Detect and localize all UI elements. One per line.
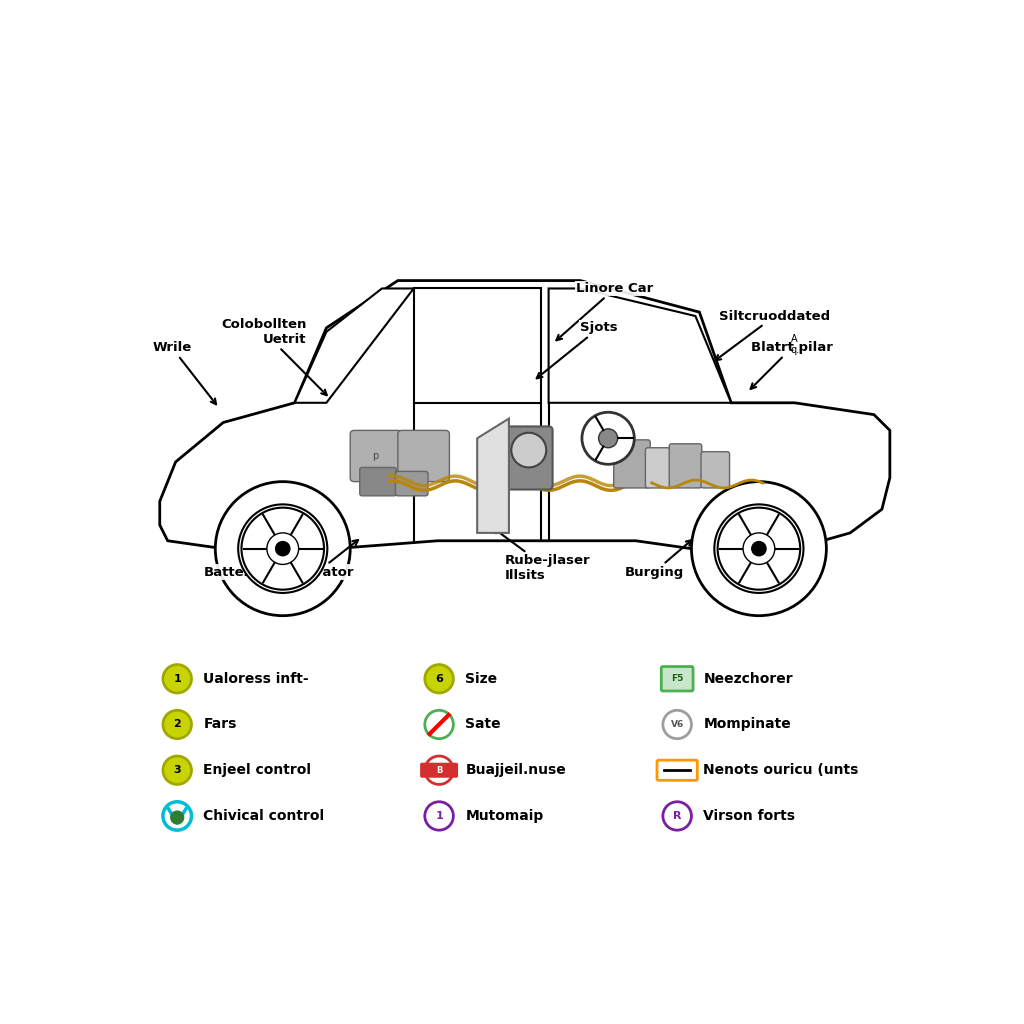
Text: Blatrt pilar: Blatrt pilar <box>751 341 833 389</box>
Circle shape <box>691 481 826 615</box>
Circle shape <box>163 665 191 693</box>
Text: Siltcruoddated: Siltcruoddated <box>716 309 830 360</box>
FancyBboxPatch shape <box>645 447 670 488</box>
Circle shape <box>425 802 454 830</box>
Text: F5: F5 <box>671 674 683 683</box>
Text: Burging: Burging <box>625 540 691 579</box>
Text: Linore Car: Linore Car <box>556 282 653 340</box>
Text: Wrile: Wrile <box>153 341 216 404</box>
Text: 6: 6 <box>435 674 443 684</box>
Circle shape <box>582 413 634 464</box>
FancyBboxPatch shape <box>657 760 697 780</box>
Circle shape <box>267 532 299 564</box>
Text: Virson forts: Virson forts <box>703 809 796 823</box>
Circle shape <box>242 508 324 590</box>
Circle shape <box>718 508 800 590</box>
Text: Mompinate: Mompinate <box>703 718 792 731</box>
FancyBboxPatch shape <box>613 440 650 488</box>
Circle shape <box>215 481 350 615</box>
Circle shape <box>163 802 191 830</box>
Text: Neezchorer: Neezchorer <box>703 672 793 686</box>
Text: Fars: Fars <box>204 718 237 731</box>
Text: Chivical control: Chivical control <box>204 809 325 823</box>
Circle shape <box>163 711 191 738</box>
Text: Mutomaip: Mutomaip <box>465 809 544 823</box>
FancyBboxPatch shape <box>395 471 428 496</box>
Text: Nenots ouricu (unts: Nenots ouricu (unts <box>703 763 859 777</box>
FancyBboxPatch shape <box>701 452 729 488</box>
Text: Batter: Batter <box>204 540 274 579</box>
Text: 1: 1 <box>173 674 181 684</box>
Text: 1: 1 <box>435 811 443 821</box>
Circle shape <box>599 429 617 447</box>
Circle shape <box>425 756 454 784</box>
Text: Rube-jlaser
Illsits: Rube-jlaser Illsits <box>494 528 591 583</box>
Text: Size: Size <box>465 672 498 686</box>
FancyBboxPatch shape <box>421 764 457 776</box>
Circle shape <box>170 810 184 824</box>
Polygon shape <box>160 281 890 584</box>
Text: p: p <box>373 451 379 461</box>
Text: Enjeel control: Enjeel control <box>204 763 311 777</box>
Circle shape <box>425 665 454 693</box>
Text: Ualoress inft-: Ualoress inft- <box>204 672 309 686</box>
Circle shape <box>743 532 775 564</box>
Text: A
q.: A q. <box>791 334 800 355</box>
Circle shape <box>663 802 691 830</box>
FancyBboxPatch shape <box>662 667 693 691</box>
Circle shape <box>239 505 328 593</box>
Circle shape <box>715 505 804 593</box>
Text: Buajjeil.nuse: Buajjeil.nuse <box>465 763 566 777</box>
Text: 2: 2 <box>173 720 181 729</box>
Circle shape <box>425 711 454 738</box>
Text: Sate: Sate <box>465 718 501 731</box>
Circle shape <box>163 756 191 784</box>
Text: Sjots: Sjots <box>537 322 617 378</box>
Circle shape <box>275 542 290 556</box>
Polygon shape <box>414 289 541 402</box>
Polygon shape <box>295 289 414 402</box>
Text: R: R <box>673 811 681 821</box>
Text: V6: V6 <box>671 720 684 729</box>
Circle shape <box>663 711 691 738</box>
FancyBboxPatch shape <box>359 467 396 496</box>
FancyBboxPatch shape <box>670 443 701 488</box>
Polygon shape <box>549 289 731 402</box>
Polygon shape <box>477 419 509 532</box>
FancyBboxPatch shape <box>350 430 401 481</box>
Circle shape <box>752 542 766 556</box>
Text: B: B <box>436 766 442 775</box>
Circle shape <box>511 433 546 467</box>
FancyBboxPatch shape <box>505 426 553 489</box>
Text: Colobollten
Uetrit: Colobollten Uetrit <box>221 317 327 395</box>
FancyBboxPatch shape <box>397 430 450 481</box>
Text: Alterrator: Alterrator <box>280 540 358 579</box>
Text: 3: 3 <box>173 765 181 775</box>
